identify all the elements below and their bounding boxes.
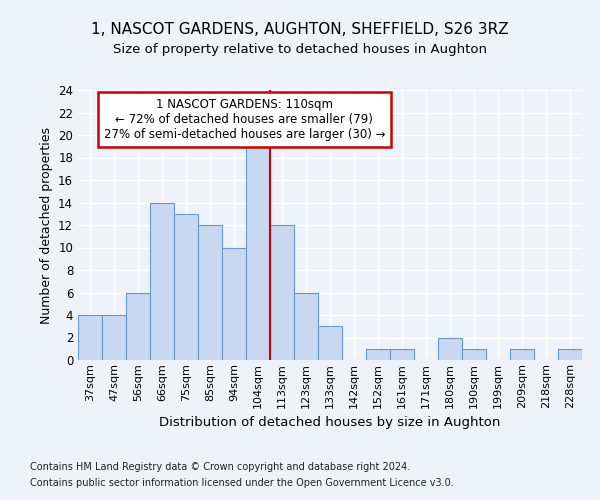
Bar bbox=[246, 135, 270, 360]
Text: Contains HM Land Registry data © Crown copyright and database right 2024.: Contains HM Land Registry data © Crown c… bbox=[30, 462, 410, 472]
Bar bbox=[222, 248, 246, 360]
Bar bbox=[366, 349, 390, 360]
Bar bbox=[78, 315, 102, 360]
Text: Contains public sector information licensed under the Open Government Licence v3: Contains public sector information licen… bbox=[30, 478, 454, 488]
Bar bbox=[462, 349, 486, 360]
Bar bbox=[126, 292, 150, 360]
Text: Size of property relative to detached houses in Aughton: Size of property relative to detached ho… bbox=[113, 42, 487, 56]
Bar bbox=[558, 349, 582, 360]
Y-axis label: Number of detached properties: Number of detached properties bbox=[40, 126, 53, 324]
Bar bbox=[150, 202, 174, 360]
Bar bbox=[510, 349, 534, 360]
Bar bbox=[198, 225, 222, 360]
Bar bbox=[438, 338, 462, 360]
Bar bbox=[102, 315, 126, 360]
Text: 1, NASCOT GARDENS, AUGHTON, SHEFFIELD, S26 3RZ: 1, NASCOT GARDENS, AUGHTON, SHEFFIELD, S… bbox=[91, 22, 509, 38]
X-axis label: Distribution of detached houses by size in Aughton: Distribution of detached houses by size … bbox=[160, 416, 500, 429]
Text: 1 NASCOT GARDENS: 110sqm
← 72% of detached houses are smaller (79)
27% of semi-d: 1 NASCOT GARDENS: 110sqm ← 72% of detach… bbox=[104, 98, 385, 141]
Bar bbox=[390, 349, 414, 360]
Bar bbox=[270, 225, 294, 360]
Bar bbox=[294, 292, 318, 360]
Bar bbox=[318, 326, 342, 360]
Bar bbox=[174, 214, 198, 360]
